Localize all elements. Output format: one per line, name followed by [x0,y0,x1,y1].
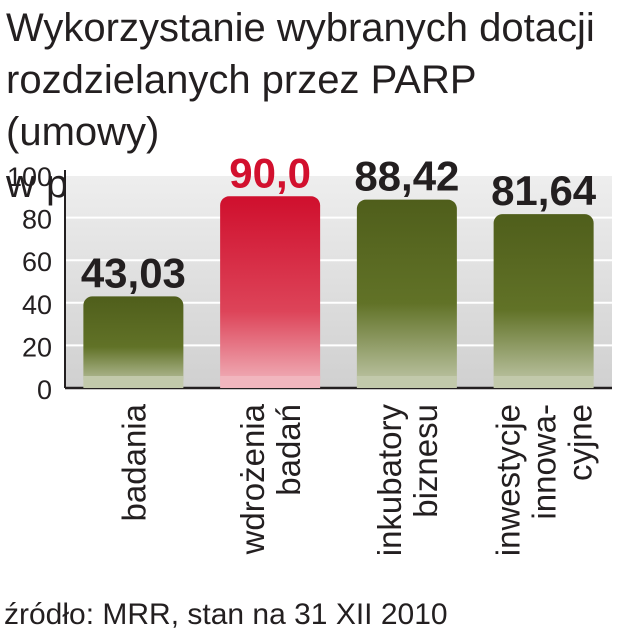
data-label: 90,0 [229,150,311,196]
data-label: 43,03 [81,249,186,296]
y-tick-label: 0 [37,375,52,405]
x-tick-label: badania [115,403,152,521]
y-tick-label: 40 [22,290,52,320]
y-tick-label: 20 [22,332,52,362]
y-tick-label: 60 [22,247,52,277]
title-line: Wykorzystanie wybranych dotacji [6,6,595,50]
y-tick-label: 100 [7,162,52,192]
x-tick-label: inkubatory [371,404,408,557]
source-note: źródło: MRR, stan na 31 XII 2010 [4,598,448,631]
x-tick-label: inwestycje [490,404,527,556]
x-tick-label: badań [270,404,307,496]
title-line: rozdzielanych przez PARP (umowy) [6,58,476,154]
data-label: 81,64 [491,167,597,214]
chart-title: Wykorzystanie wybranych dotacji rozdziel… [6,2,606,210]
x-tick-label: innowa- [526,404,563,520]
y-tick-label: 80 [22,205,52,235]
bar [493,214,594,388]
bar-chart: 0 20 40 60 80 100 43,03 badania 90,0 wdrożenia bad… [7,150,612,557]
bar-base [493,376,594,388]
bar-base [220,376,321,388]
bar [83,296,184,388]
x-tick-label: cyjne [562,404,599,481]
x-tick-label: wdrożenia [234,403,271,555]
bar [356,199,457,388]
bar-base [83,376,184,388]
x-tick-label: biznesu [407,404,444,518]
data-label: 88,42 [354,153,459,200]
bar [220,196,321,388]
bar-base [356,376,457,388]
